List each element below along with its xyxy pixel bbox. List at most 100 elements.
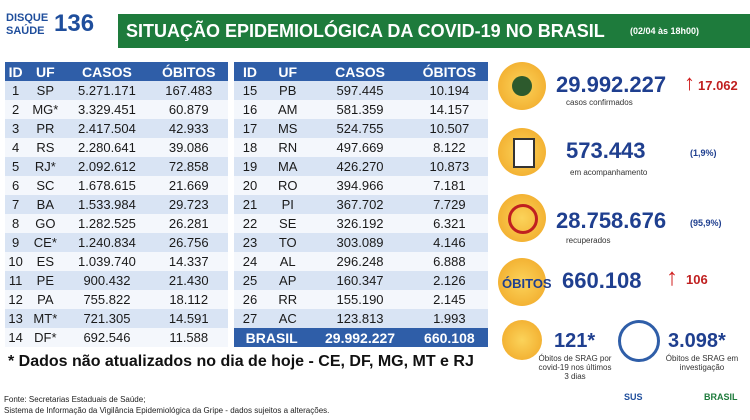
sus-logo: SUS	[624, 392, 643, 402]
srag-icon	[502, 320, 542, 360]
confirmed-new: 17.062	[698, 78, 738, 93]
table-row: 9 CE* 1.240.834 26.756	[5, 233, 228, 252]
up-arrow: ↑	[684, 70, 695, 95]
deaths-cell: 10.507	[410, 119, 488, 138]
recovered-value: 28.758.676	[556, 208, 667, 233]
deaths-cell: 8.122	[410, 138, 488, 157]
table-row: 7 BA 1.533.984 29.723	[5, 195, 228, 214]
deaths-cell: 26.281	[149, 214, 228, 233]
id-cell: 13	[5, 309, 27, 328]
total-deaths: 660.108	[410, 328, 488, 347]
total-cases: 29.992.227	[309, 328, 411, 347]
table-row: 18 RN 497.669 8.122	[234, 138, 488, 157]
table-row: 14 DF* 692.546 11.588	[5, 328, 228, 347]
stats-panel: 29.992.227 ↑ 17.062 casos confirmados 57…	[492, 58, 750, 381]
source-line2: Sistema de Informação da Vigilância Epid…	[4, 406, 330, 415]
deaths-cell: 26.756	[149, 233, 228, 252]
table-row: 8 GO 1.282.525 26.281	[5, 214, 228, 233]
brasil-logo: BRASIL	[704, 392, 738, 402]
deaths-cell: 7.181	[410, 176, 488, 195]
cases-cell: 3.329.451	[64, 100, 150, 119]
id-cell: 23	[234, 233, 267, 252]
table-row: 3 PR 2.417.504 42.933	[5, 119, 228, 138]
cases-cell: 155.190	[309, 290, 411, 309]
table-row: 6 SC 1.678.615 21.669	[5, 176, 228, 195]
uf-cell: AL	[266, 252, 310, 271]
cases-cell: 900.432	[64, 271, 150, 290]
uf-cell: ES	[26, 252, 65, 271]
table-left: ID UF CASOS ÓBITOS 1 SP 5.271.171 167.483 2 MG* 3.…	[5, 62, 228, 347]
column-header: CASOS	[309, 62, 411, 81]
recovered-label: recuperados	[566, 236, 611, 245]
deaths-cell: 2.145	[410, 290, 488, 309]
total-label: BRASIL	[234, 328, 310, 347]
id-cell: 9	[5, 233, 27, 252]
id-cell: 18	[234, 138, 267, 157]
search-icon	[618, 320, 660, 362]
uf-cell: MS	[266, 119, 310, 138]
deaths-cell: 6.888	[410, 252, 488, 271]
virus-icon	[498, 62, 546, 110]
srag-recent-label: Óbitos de SRAG por covid-19 nos últimos …	[538, 354, 612, 381]
cases-cell: 721.305	[64, 309, 150, 328]
deaths-cell: 42.933	[149, 119, 228, 138]
uf-cell: TO	[266, 233, 310, 252]
deaths-cell: 14.157	[410, 100, 488, 119]
recovered-pct: (95,9%)	[690, 218, 722, 228]
id-cell: 27	[234, 309, 267, 328]
clipboard-icon	[498, 128, 546, 176]
table-row: 4 RS 2.280.641 39.086	[5, 138, 228, 157]
deaths-label: ÓBITOS	[502, 276, 552, 291]
uf-cell: MT*	[26, 309, 65, 328]
uf-cell: PE	[26, 271, 65, 290]
id-cell: 3	[5, 119, 27, 138]
deaths-cell: 39.086	[149, 138, 228, 157]
deaths-cell: 21.669	[149, 176, 228, 195]
id-cell: 17	[234, 119, 267, 138]
cases-cell: 755.822	[64, 290, 150, 309]
id-cell: 14	[5, 328, 27, 347]
column-header: ID	[5, 62, 27, 81]
column-header: ÓBITOS	[410, 62, 488, 81]
id-cell: 4	[5, 138, 27, 157]
id-cell: 7	[5, 195, 27, 214]
table-row: 23 TO 303.089 4.146	[234, 233, 488, 252]
deaths-cell: 14.337	[149, 252, 228, 271]
cases-cell: 1.039.740	[64, 252, 150, 271]
logo-line1: DISQUE	[6, 12, 49, 24]
table-row: 10 ES 1.039.740 14.337	[5, 252, 228, 271]
title: SITUAÇÃO EPIDEMIOLÓGICA DA COVID-19 NO B…	[126, 21, 605, 41]
clipboard	[513, 138, 535, 168]
id-cell: 26	[234, 290, 267, 309]
table-row: 11 PE 900.432 21.430	[5, 271, 228, 290]
srag-recent-value: 121*	[554, 330, 596, 352]
uf-cell: PR	[26, 119, 65, 138]
cases-cell: 367.702	[309, 195, 411, 214]
table-row: 25 AP 160.347 2.126	[234, 271, 488, 290]
uf-cell: RR	[266, 290, 310, 309]
deaths-cell: 4.146	[410, 233, 488, 252]
cases-cell: 2.092.612	[64, 157, 150, 176]
id-cell: 21	[234, 195, 267, 214]
header-row: ID UF CASOS ÓBITOS	[234, 62, 488, 81]
deaths-cell: 167.483	[149, 81, 228, 100]
table-right: ID UF CASOS ÓBITOS 15 PB 597.445 10.194 16 AM 581.…	[234, 62, 488, 347]
deaths-cell: 2.126	[410, 271, 488, 290]
cases-cell: 123.813	[309, 309, 411, 328]
deaths-cell: 1.993	[410, 309, 488, 328]
deaths-value: 660.108	[562, 268, 642, 293]
deaths-cell: 18.112	[149, 290, 228, 309]
srag-investigation-label: Óbitos de SRAG em investigação	[665, 354, 739, 372]
id-cell: 6	[5, 176, 27, 195]
deaths-icon	[498, 258, 546, 306]
logo-line2: SAÚDE	[6, 25, 45, 37]
table-row: 12 PA 755.822 18.112	[5, 290, 228, 309]
uf-cell: AC	[266, 309, 310, 328]
uf-cell: RS	[26, 138, 65, 157]
cases-cell: 394.966	[309, 176, 411, 195]
monitoring-pct: (1,9%)	[690, 148, 717, 158]
cases-cell: 1.282.525	[64, 214, 150, 233]
cases-cell: 160.347	[309, 271, 411, 290]
